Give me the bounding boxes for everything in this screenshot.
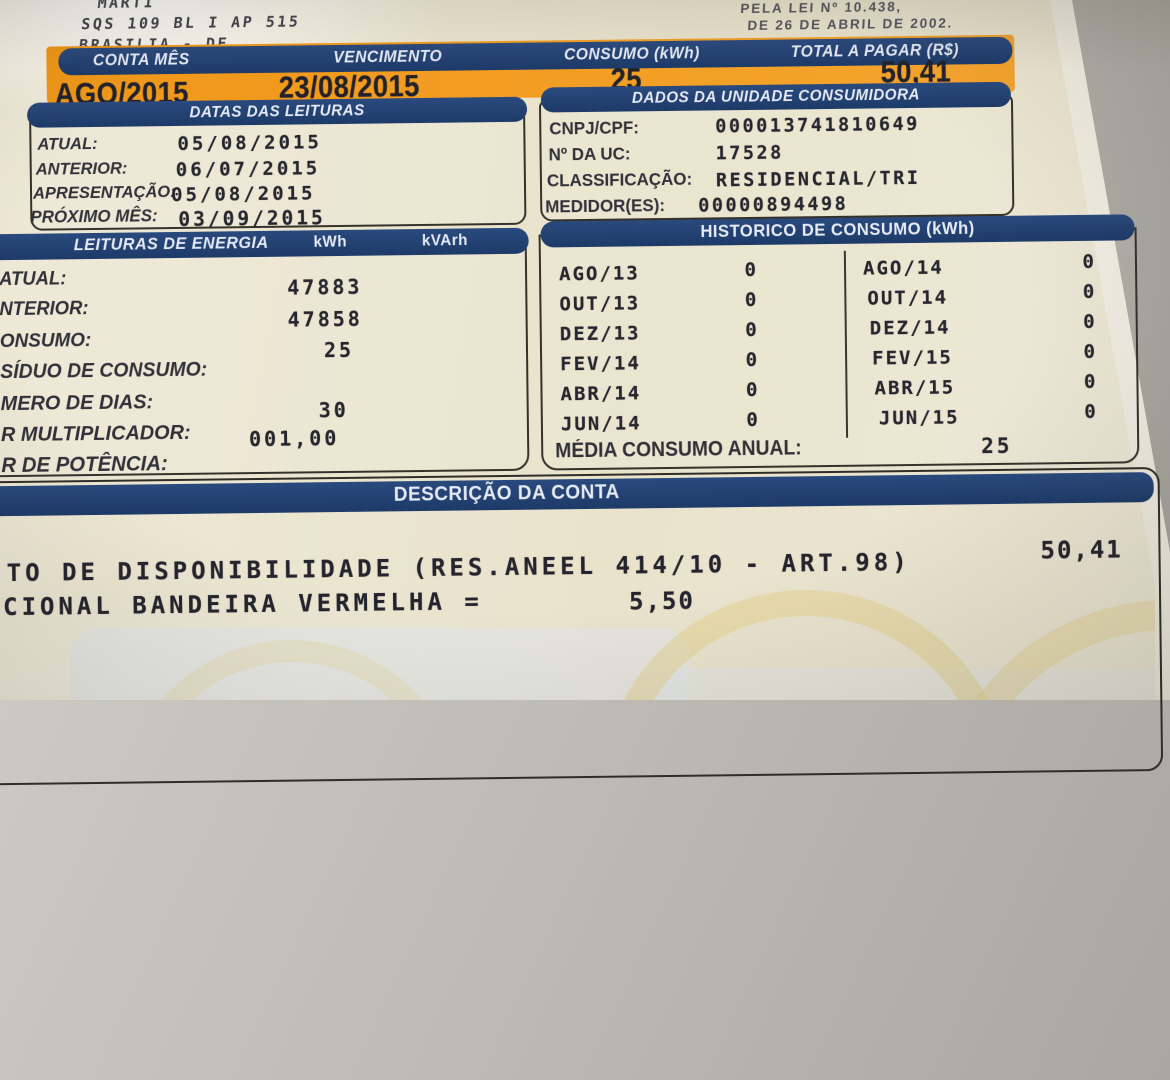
descricao-conta-box: DESCRIÇÃO DA CONTA TO DE DISPONIBILIDADE… (0, 466, 1164, 786)
row-label: PRÓXIMO MÊS: (30, 205, 158, 227)
media-consumo-label: MÉDIA CONSUMO ANUAL: (555, 436, 802, 463)
history-value: 0 (745, 378, 761, 402)
history-month: OUT/14 (867, 286, 949, 310)
history-month: ABR/15 (874, 376, 956, 400)
bill-content: MARTI SQS 109 BL I AP 515 BRASILIA - DF … (0, 0, 1164, 786)
history-month: JUN/15 (878, 406, 960, 430)
row-label: MERO DE DIAS: (0, 390, 154, 416)
kwh-column-header: kWh (313, 233, 348, 251)
row-label: ATUAL: (37, 133, 98, 154)
history-month: FEV/14 (560, 352, 641, 376)
row-value: 47858 (287, 306, 363, 332)
legal-line: DE 26 DE ABRIL DE 2002. (747, 15, 954, 33)
photo-of-electricity-bill: { "colors":{"navy":"#1f3e6e","orange":"#… (0, 0, 1170, 786)
history-value: 0 (746, 408, 762, 432)
charge-item-text: TO DE DISPONIBILIDADE (RES.ANEEL 414/10 … (6, 548, 911, 588)
historico-consumo-box: HISTORICO DE CONSUMO (kWh) AGO/13 0 OUT/… (538, 214, 1140, 471)
conta-mes-header: CONTA MÊS (92, 50, 190, 70)
history-month: FEV/15 (871, 346, 953, 370)
row-value: 30 (318, 397, 349, 423)
row-label: SÍDUO DE CONSUMO: (0, 358, 208, 384)
row-value: 05/08/2015 (170, 182, 316, 207)
dados-uc-box: DADOS DA UNIDADE CONSUMIDORA CNPJ/CPF: 0… (538, 81, 1015, 222)
historico-consumo-title: HISTORICO DE CONSUMO (kWh) (700, 217, 975, 242)
row-label: Nº DA UC: (548, 143, 631, 165)
history-month: JUN/14 (560, 412, 642, 436)
history-value: 0 (745, 318, 760, 342)
history-value: 0 (1083, 340, 1099, 363)
row-value: RESIDENCIAL/TRI (715, 167, 921, 192)
dados-uc-title: DADOS DA UNIDADE CONSUMIDORA (631, 85, 921, 107)
leituras-energia-box: LEITURAS DE ENERGIA kWh kVArh ATUAL: 478… (0, 227, 531, 478)
charge-item-text: CIONAL BANDEIRA VERMELHA = (2, 587, 483, 622)
history-month: AGO/13 (558, 262, 640, 286)
legal-text-block: PELA LEI Nº 10.438, DE 26 DE ABRIL DE 20… (739, 0, 955, 34)
row-label: R DE POTÊNCIA: (1, 452, 168, 478)
charge-item-value: 50,41 (1040, 535, 1123, 565)
row-value: 000013741810649 (715, 113, 920, 138)
row-value: 47883 (287, 274, 363, 300)
history-value: 0 (1084, 400, 1099, 423)
charge-item-value: 5,50 (628, 586, 696, 616)
row-label: CLASSIFICAÇÃO: (546, 168, 693, 191)
media-consumo-value: 25 (981, 433, 1013, 459)
row-value: 001,00 (248, 426, 340, 452)
history-value: 0 (1083, 370, 1099, 393)
row-label: CNPJ/CPF: (549, 117, 640, 139)
datas-leituras-box: DATAS DAS LEITURAS ATUAL: 05/08/2015 ANT… (26, 96, 529, 231)
datas-leituras-title: DATAS DAS LEITURAS (189, 101, 365, 121)
kvarh-column-header: kVArh (421, 231, 468, 250)
descricao-conta-header: DESCRIÇÃO DA CONTA (0, 472, 1154, 517)
descricao-conta-title: DESCRIÇÃO DA CONTA (393, 481, 620, 506)
row-value: 17528 (715, 142, 784, 165)
row-label: NTERIOR: (0, 298, 89, 321)
row-value: 25 (323, 337, 355, 363)
history-value: 0 (744, 258, 760, 282)
history-value: 0 (745, 348, 761, 372)
history-value: 0 (1082, 250, 1098, 273)
history-month: AGO/14 (862, 256, 944, 280)
row-label: ONSUMO: (0, 329, 92, 353)
row-value: 03/09/2015 (178, 206, 326, 231)
row-label: ATUAL: (0, 268, 67, 291)
leituras-energia-title: LEITURAS DE ENERGIA (73, 233, 269, 255)
row-value: 00000894498 (698, 193, 849, 217)
history-value: 0 (1082, 280, 1098, 303)
row-label: ANTERIOR: (35, 158, 128, 179)
history-value: 0 (1083, 310, 1098, 333)
address-line: SQS 109 BL I AP 515 (80, 12, 302, 34)
history-month: DEZ/13 (559, 322, 641, 346)
row-value: 06/07/2015 (175, 157, 321, 181)
row-label: MEDIDOR(ES): (545, 195, 666, 217)
row-value: 05/08/2015 (177, 131, 322, 155)
history-month: OUT/13 (559, 292, 641, 316)
history-month: DEZ/14 (869, 316, 951, 340)
history-value: 0 (744, 288, 760, 312)
row-label: APRESENTAÇÃO: (32, 181, 176, 203)
vencimento-header: VENCIMENTO (333, 46, 443, 67)
history-month: ABR/14 (560, 382, 642, 406)
row-label: R MULTIPLICADOR: (0, 420, 191, 447)
